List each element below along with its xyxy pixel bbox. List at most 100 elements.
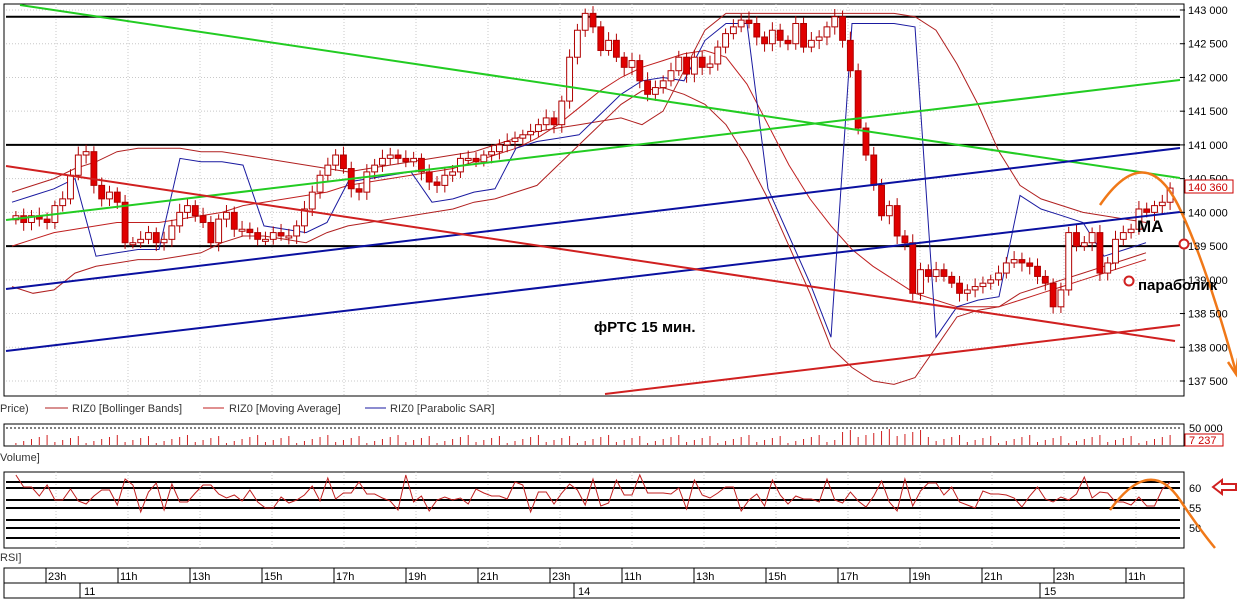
price-tick-label: 137 500 <box>1188 376 1228 388</box>
candle-body <box>215 218 223 244</box>
candle-body <box>488 151 496 156</box>
candle-body <box>379 157 386 166</box>
candle-body <box>589 12 597 28</box>
candle-body <box>199 215 207 223</box>
candle-body <box>698 56 706 68</box>
time-hour-label: 17h <box>336 571 354 583</box>
projection-curve <box>1098 171 1237 373</box>
arrow-left-icon <box>1211 477 1237 497</box>
candle-body <box>901 235 909 244</box>
candle-body <box>472 157 480 163</box>
candle-body <box>301 208 308 227</box>
candle-body <box>987 279 995 284</box>
candle-body <box>394 154 402 159</box>
time-hour-label: 11h <box>120 571 138 583</box>
time-layer: 23h 11h 13h 15h 17h 19h 21h 23h 11h 13h 15h 17h 19h 2… <box>45 568 1146 598</box>
candle-body <box>238 228 246 232</box>
trendline-red-falling <box>5 165 1176 342</box>
bollinger-upper-line <box>11 12 1147 223</box>
candle-body <box>823 26 831 38</box>
candle-body <box>386 154 394 159</box>
candle-body <box>566 56 574 102</box>
candle-body <box>371 164 379 173</box>
price-tick-label: 138 000 <box>1188 342 1228 354</box>
candle-body <box>971 286 979 291</box>
bollinger-lower-line <box>11 87 1147 385</box>
price-tick-label: 139 000 <box>1188 275 1228 287</box>
price-tick-label: 141 000 <box>1188 140 1228 152</box>
time-hour-label: 23h <box>48 571 66 583</box>
candle-body <box>207 221 215 244</box>
candle-body <box>1112 238 1119 264</box>
candle-body <box>1119 232 1127 240</box>
candle-layer <box>12 6 1174 314</box>
candle-body <box>1158 201 1166 207</box>
candle-body <box>550 117 558 126</box>
legend-price: Price) <box>0 403 29 415</box>
candle-body <box>90 151 98 186</box>
candle-body <box>1096 232 1104 274</box>
candle-body <box>503 141 511 146</box>
chart-title: фРТС 15 мин. <box>594 319 696 336</box>
rsi-panel-frame <box>3 471 1185 549</box>
candle-body <box>402 157 410 163</box>
candle-body <box>995 272 1002 281</box>
candle-body <box>620 56 628 68</box>
candle-body <box>363 171 371 193</box>
parabolic-marker-icon <box>1123 275 1135 287</box>
candle-body <box>636 60 644 82</box>
candle-body <box>262 238 269 242</box>
candle-body <box>597 26 605 51</box>
ma-annotation: MA <box>1137 217 1163 236</box>
candle-body <box>74 154 82 176</box>
candle-body <box>1143 208 1151 213</box>
candle-body <box>1127 228 1135 234</box>
candle-body <box>332 154 340 166</box>
candle-body <box>1026 262 1034 267</box>
candle-body <box>573 29 581 58</box>
candle-body <box>246 228 254 234</box>
candle-body <box>831 16 839 28</box>
candle-body <box>293 225 301 237</box>
candle-body <box>761 36 768 45</box>
candle-body <box>1065 232 1073 291</box>
candle-body <box>355 188 363 193</box>
candle-body <box>1041 275 1049 284</box>
time-day-label: 14 <box>578 586 590 598</box>
rsi-tick-label: 60 <box>1189 483 1201 495</box>
candle-body <box>558 100 566 126</box>
price-panel-frame <box>3 3 1185 397</box>
candle-body <box>675 56 683 72</box>
candle-body <box>67 174 74 200</box>
candle-body <box>1057 289 1065 308</box>
candle-body <box>815 36 823 41</box>
price-tick-label: 140 000 <box>1188 207 1228 219</box>
candle-body <box>870 154 878 186</box>
trendline-blue-upper <box>5 147 1181 290</box>
candle-body <box>1073 232 1080 247</box>
candle-body <box>768 29 776 45</box>
time-hour-label: 13h <box>696 571 714 583</box>
legend-sar: RIZ0 [Parabolic SAR] <box>390 403 495 415</box>
time-hour-label: 19h <box>912 571 930 583</box>
candle-body <box>176 211 184 227</box>
parabolic-annotation: параболик <box>1138 277 1218 294</box>
candle-body <box>729 26 737 35</box>
candle-body <box>745 19 753 24</box>
candle-body <box>659 80 667 89</box>
candle-body <box>1034 265 1041 277</box>
volume-label: Volume] <box>0 452 40 464</box>
candle-body <box>1088 232 1096 244</box>
volume-current-box <box>1184 433 1224 447</box>
candle-body <box>706 63 714 68</box>
trend-layer <box>5 4 1237 395</box>
candle-body <box>152 232 160 244</box>
time-hour-label: 17h <box>840 571 858 583</box>
candle-body <box>168 225 176 240</box>
time-hour-label: 23h <box>1056 571 1074 583</box>
candle-body <box>737 19 745 28</box>
candle-body <box>418 157 425 173</box>
candle-body <box>917 269 924 294</box>
trendline-red-rising <box>604 324 1181 395</box>
